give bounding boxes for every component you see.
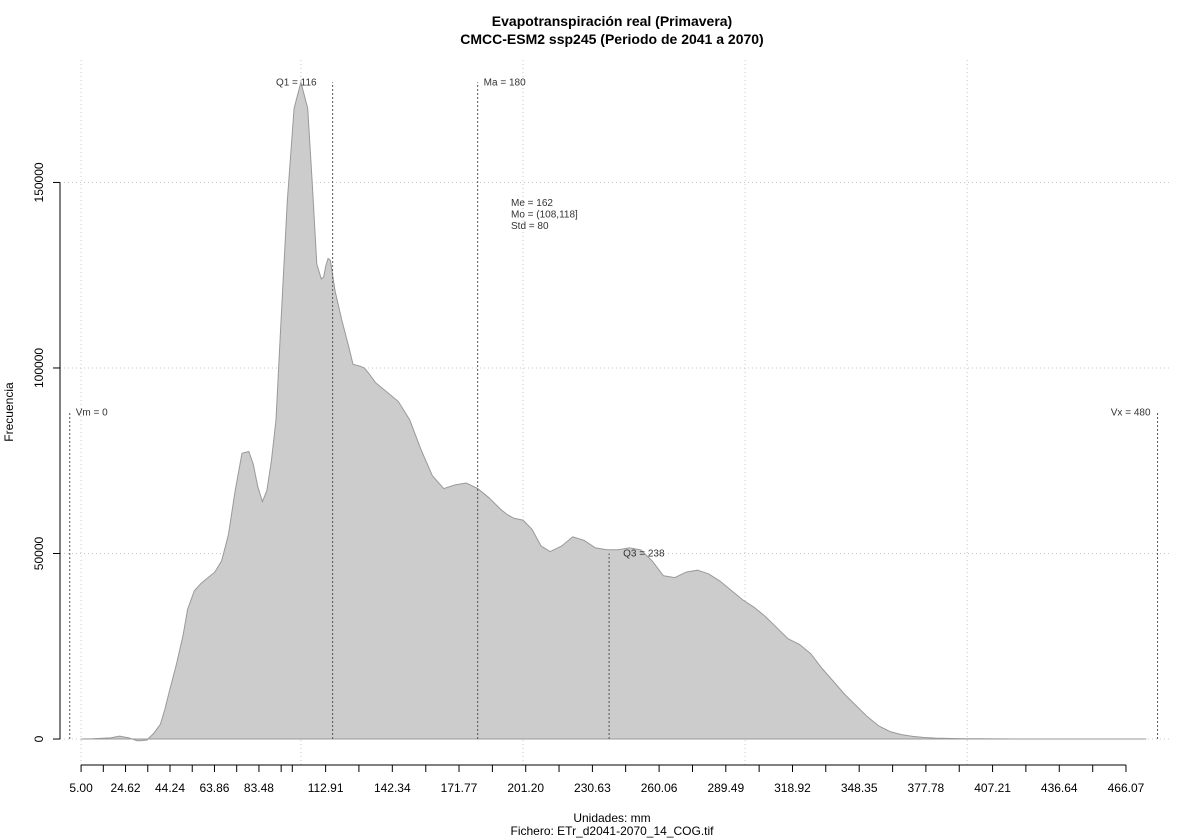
stat-text: Std = 80 <box>511 221 549 232</box>
y-tick-label: 50000 <box>32 536 46 570</box>
file-label: Fichero: ETr_d2041-2070_14_COG.tif <box>511 824 715 838</box>
stat-text: Me = 162 <box>511 198 553 209</box>
x-tick-label: 230.63 <box>574 781 611 795</box>
x-tick-label: 348.35 <box>841 781 878 795</box>
y-tick-label: 100000 <box>32 348 46 388</box>
x-tick-label: 289.49 <box>707 781 744 795</box>
y-tick-label: 150000 <box>32 162 46 202</box>
x-tick-label: 63.86 <box>199 781 229 795</box>
x-tick-label: 44.24 <box>155 781 185 795</box>
stat-line-label: Vm = 0 <box>76 408 108 419</box>
x-tick-label: 83.48 <box>244 781 274 795</box>
x-tick-label: 112.91 <box>308 781 344 795</box>
statistic-lines: Vm = 0 Q1 = 116 Ma = 180 Q3 = 238 Vx = 480 <box>69 77 1159 740</box>
x-tick-label: 201.20 <box>507 781 544 795</box>
x-tick-label: 466.07 <box>1108 781 1145 795</box>
x-tick-label: 407.21 <box>974 781 1011 795</box>
y-axis-label: Frecuencia <box>2 382 16 442</box>
density-area <box>81 80 1147 742</box>
x-tick-label: 260.06 <box>641 781 678 795</box>
x-tick-label: 171.77 <box>441 781 478 795</box>
x-tick-label: 377.78 <box>908 781 945 795</box>
stat-text: Mo = (108,118] <box>511 210 578 221</box>
y-tick-label: 0 <box>32 735 46 742</box>
chart-subtitle: CMCC-ESM2 ssp245 (Periodo de 2041 a 2070… <box>460 31 763 47</box>
stat-line-label: Q3 = 238 <box>623 549 665 560</box>
axes: 5.00 24.62 44.24 63.86 83.48 112.91 142.34 171.… <box>32 162 1145 795</box>
x-tick-label: 318.92 <box>774 781 811 795</box>
x-axis-label: Unidades: mm <box>573 811 650 825</box>
density-curve <box>81 80 1147 742</box>
chart-title: Evapotranspiración real (Primavera) <box>492 13 732 29</box>
stat-line-label: Q1 = 116 <box>276 77 317 88</box>
x-tick-label: 436.64 <box>1041 781 1078 795</box>
x-tick-label: 142.34 <box>374 781 411 795</box>
x-tick-label: 24.62 <box>111 781 141 795</box>
x-tick-label: 5.00 <box>69 781 93 795</box>
stat-line-label: Ma = 180 <box>484 77 526 88</box>
stat-line-label: Vx = 480 <box>1111 408 1151 419</box>
